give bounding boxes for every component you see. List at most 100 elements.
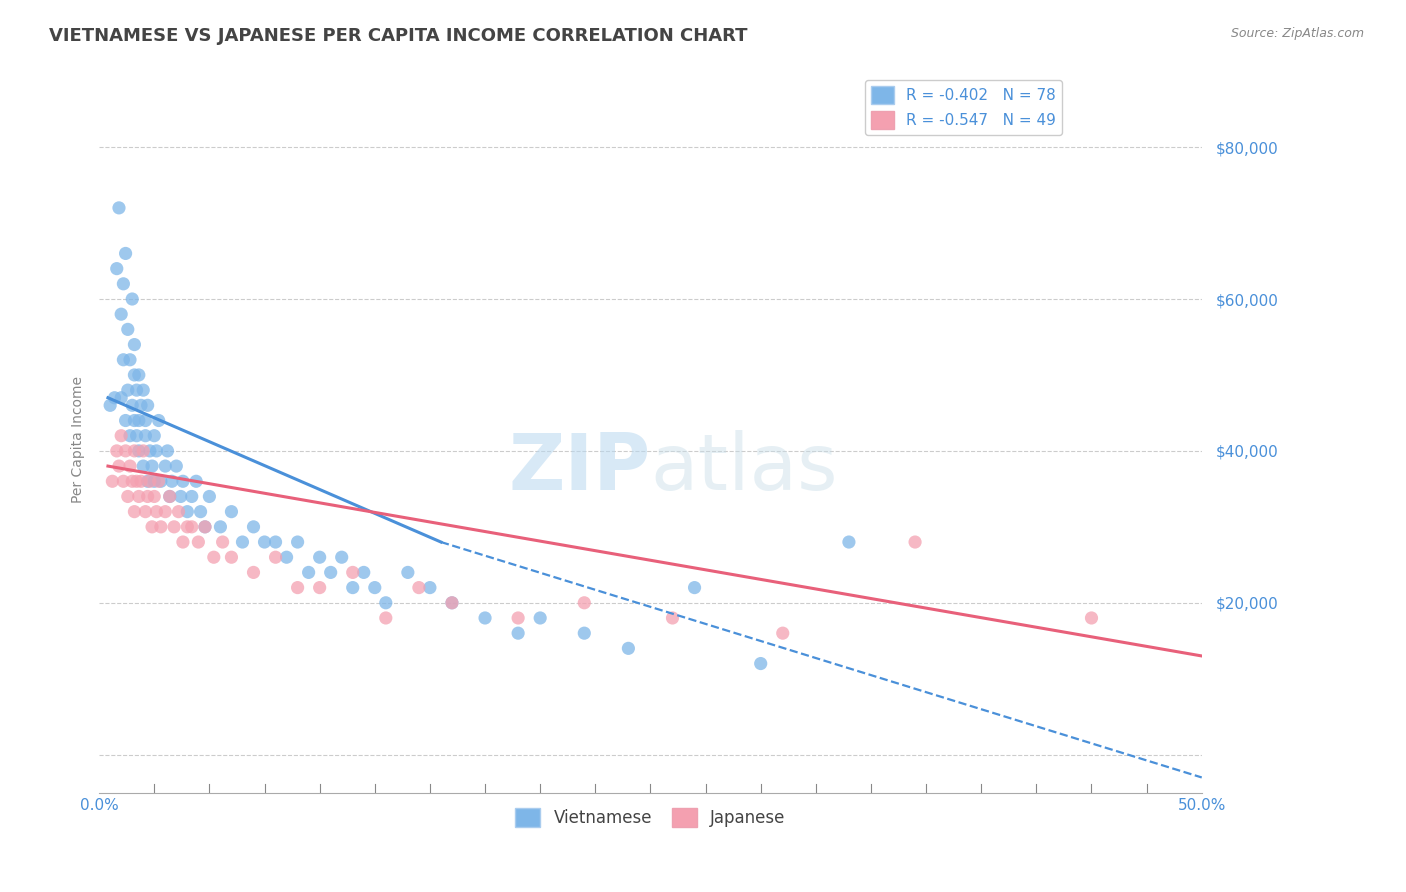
Point [128,443,150,458]
Point [165,459,187,474]
Point [114,246,136,260]
Point [408,581,430,595]
Point [129,475,152,489]
Point [101,475,124,489]
Point [110,391,132,405]
Point [134,505,156,519]
Point [148,475,170,489]
Point [128,413,150,427]
Point [342,581,364,595]
Point [125,475,148,489]
Point [124,443,146,458]
Point [242,566,264,580]
Point [264,535,287,549]
Point [114,413,136,427]
Point [156,443,179,458]
Point [194,520,217,534]
Point [143,490,166,504]
Point [128,490,150,504]
Point [319,566,342,580]
Point [190,505,212,519]
Point [121,398,143,412]
Point [242,520,264,534]
Point [118,459,141,474]
Point [176,520,198,534]
Point [440,596,463,610]
Point [661,611,683,625]
Point [221,505,243,519]
Point [180,490,202,504]
Point [159,490,181,504]
Point [508,626,530,640]
Point [276,550,298,565]
Point [112,352,135,367]
Point [149,520,172,534]
Text: atlas: atlas [651,430,838,506]
Point [574,596,596,610]
Point [172,535,194,549]
Point [253,535,276,549]
Point [145,443,167,458]
Text: VIETNAMESE VS JAPANESE PER CAPITA INCOME CORRELATION CHART: VIETNAMESE VS JAPANESE PER CAPITA INCOME… [49,27,748,45]
Point [176,505,198,519]
Point [211,535,233,549]
Point [374,611,396,625]
Point [508,611,530,625]
Point [132,443,155,458]
Point [202,550,225,565]
Point [287,581,309,595]
Point [132,383,155,397]
Point [617,641,640,656]
Point [167,505,190,519]
Point [172,475,194,489]
Point [136,398,159,412]
Point [342,566,364,580]
Point [474,611,496,625]
Point [124,413,146,427]
Point [1080,611,1102,625]
Point [134,413,156,427]
Point [163,520,186,534]
Y-axis label: Per Capita Income: Per Capita Income [72,376,86,503]
Point [114,443,136,458]
Point [308,550,330,565]
Point [904,535,927,549]
Point [231,535,253,549]
Point [132,459,155,474]
Point [128,368,150,382]
Point [155,505,177,519]
Point [110,428,132,442]
Point [419,581,441,595]
Point [170,490,193,504]
Point [117,322,139,336]
Point [124,505,146,519]
Point [180,520,202,534]
Point [121,292,143,306]
Point [330,550,353,565]
Point [683,581,706,595]
Legend: Vietnamese, Japanese: Vietnamese, Japanese [509,801,793,834]
Point [112,475,135,489]
Point [159,490,181,504]
Point [118,352,141,367]
Point [749,657,772,671]
Point [143,428,166,442]
Point [209,520,232,534]
Point [574,626,596,640]
Point [136,475,159,489]
Point [221,550,243,565]
Point [110,307,132,321]
Point [838,535,860,549]
Point [529,611,551,625]
Point [364,581,387,595]
Point [287,535,309,549]
Text: ZIP: ZIP [508,430,651,506]
Point [264,550,287,565]
Point [160,475,183,489]
Point [194,520,217,534]
Point [143,475,166,489]
Point [145,505,167,519]
Point [308,581,330,595]
Point [149,475,172,489]
Point [121,475,143,489]
